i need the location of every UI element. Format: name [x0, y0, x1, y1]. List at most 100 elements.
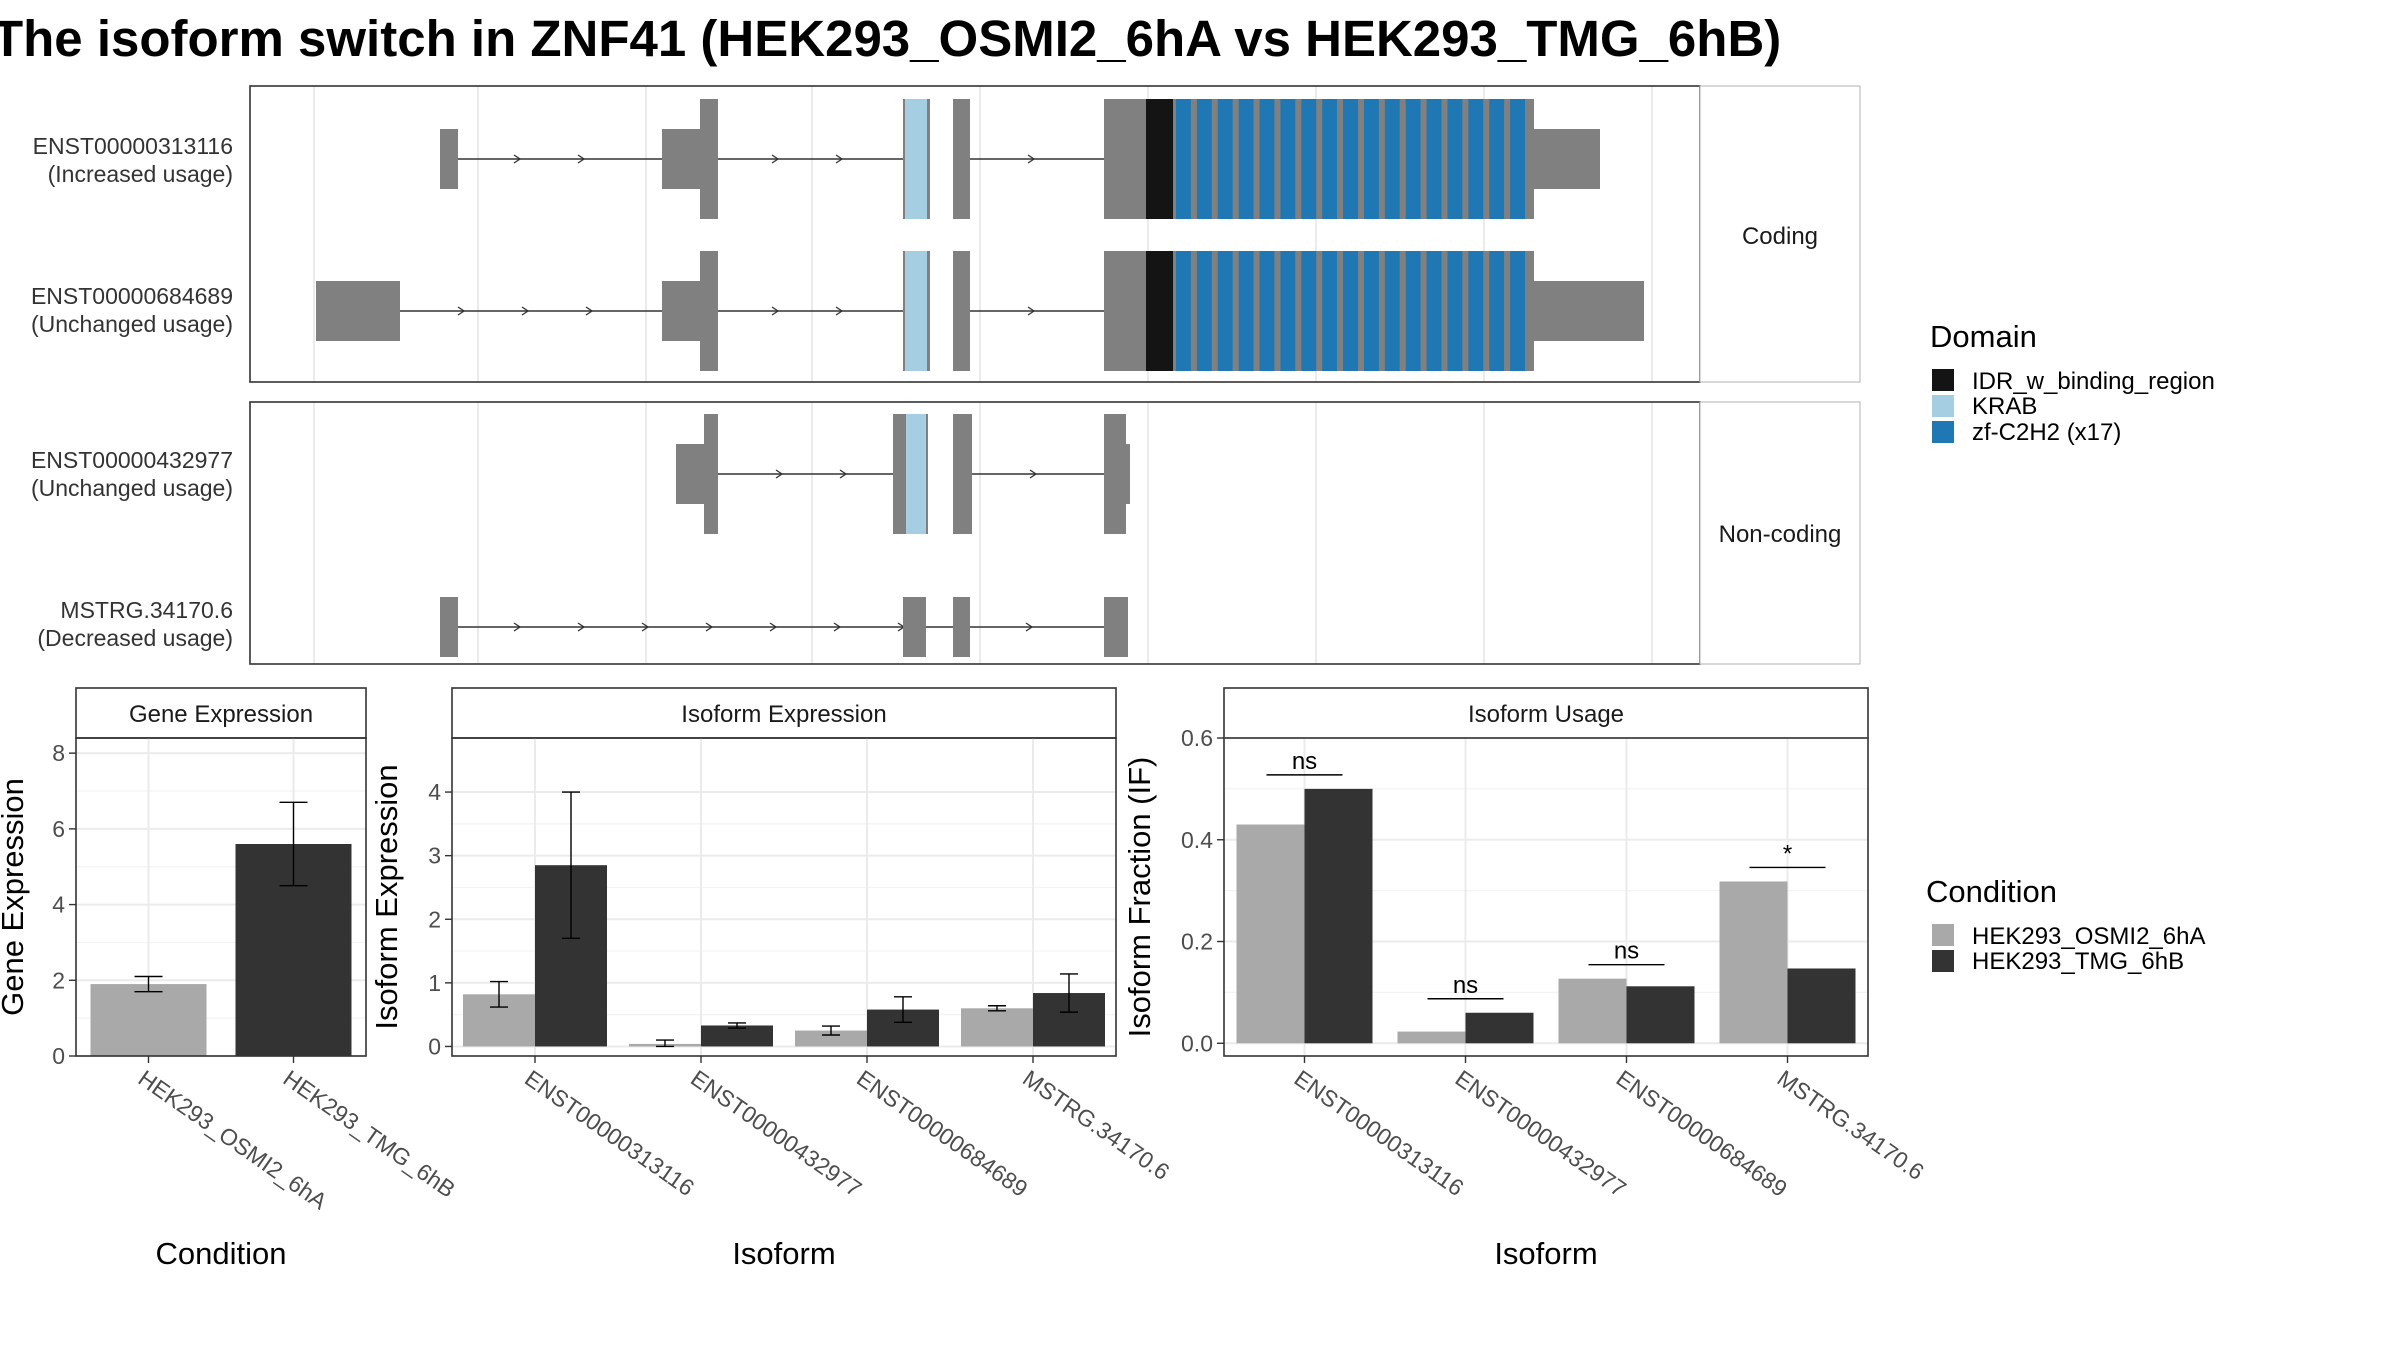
condition-legend-title: Condition: [1926, 874, 2057, 909]
panel-strip: [451, 687, 1117, 739]
zf-c2h2-domain: [1468, 251, 1484, 371]
legend-label-krab: KRAB: [1972, 393, 2037, 420]
legend-label-zf: zf-C2H2 (x17): [1972, 419, 2121, 446]
y-tick-label: 2: [52, 967, 65, 993]
zf-c2h2-domain: [1343, 251, 1358, 371]
legend-label-osmi2: HEK293_OSMI2_6hA: [1972, 923, 2205, 950]
utr-exon: [1534, 281, 1644, 341]
krab-domain: [906, 414, 926, 534]
condition-legend: Condition HEK293_OSMI2_6hA HEK293_TMG_6h…: [1926, 874, 2205, 975]
zf-c2h2-domain: [1426, 251, 1442, 371]
legend-swatch-osmi2: [1932, 924, 1954, 946]
zf-c2h2-domain: [1510, 99, 1525, 219]
utr-exon: [1126, 444, 1130, 504]
utr-exon: [440, 129, 458, 189]
bar-panel: Isoform Usage ns ns ns * 0.0 0.2 0.4 0.6 ENST0000…: [1122, 687, 1929, 1271]
x-tick-label: ENST00000432977: [686, 1065, 866, 1202]
krab-domain: [905, 251, 927, 371]
x-tick-label: MSTRG.34170.6: [1018, 1065, 1174, 1185]
zf-c2h2-domain: [1447, 99, 1463, 219]
y-tick-label: 0.2: [1181, 929, 1213, 955]
zf-c2h2-domain: [1384, 251, 1400, 371]
y-tick-label: 3: [428, 843, 441, 869]
utr-exon: [662, 129, 700, 189]
noncoding-strip: [1699, 401, 1861, 665]
zf-c2h2-domain: [1322, 99, 1338, 219]
y-tick-label: 8: [52, 740, 65, 766]
intron-arrow: [577, 622, 586, 632]
y-tick-label: 6: [52, 816, 65, 842]
zf-c2h2-domain: [1405, 99, 1421, 219]
intron-arrow: [577, 154, 586, 164]
zf-c2h2-domain: [1217, 99, 1233, 219]
bar-panel: Isoform Expression01234ENST00000313116EN…: [369, 687, 1174, 1271]
panel-border: [451, 737, 1117, 1057]
noncoding-facet: Non-coding ENST00000432977 (Unchanged us…: [31, 401, 1861, 665]
significance-label: ns: [1453, 972, 1478, 999]
krab-domain: [905, 99, 927, 219]
intron-arrow: [833, 622, 842, 632]
intron-arrow: [521, 306, 530, 316]
zf-c2h2-domain: [1217, 251, 1233, 371]
y-tick-label: 0.6: [1181, 725, 1213, 751]
intron-arrow: [457, 306, 466, 316]
transcript-structure-plot: Coding ENST00000313116 (Increased usage)…: [31, 85, 1861, 665]
coding-facet: Coding ENST00000313116 (Increased usage)…: [31, 85, 1861, 383]
exon: [700, 99, 718, 219]
zf-c2h2-domain: [1301, 99, 1317, 219]
zf-c2h2-domain: [1363, 251, 1379, 371]
zf-c2h2-domain: [1489, 251, 1505, 371]
panel-border: [1223, 737, 1869, 1057]
transcript-label-usage: (Unchanged usage): [31, 475, 233, 501]
x-axis-title: Isoform: [732, 1236, 835, 1271]
intron-arrow: [1027, 306, 1036, 316]
zf-c2h2-domain: [1384, 99, 1400, 219]
y-tick-label: 1: [428, 970, 441, 996]
transcript-label-id: MSTRG.34170.6: [60, 597, 233, 623]
transcript-label-id: ENST00000684689: [31, 283, 233, 309]
zf-c2h2-domain: [1196, 99, 1212, 219]
y-tick-label: 0.0: [1181, 1030, 1213, 1056]
exon: [953, 597, 970, 657]
y-tick-label: 4: [52, 892, 65, 918]
exon: [953, 251, 970, 371]
x-axis-title: Isoform: [1494, 1236, 1597, 1271]
intron-arrow: [1025, 622, 1034, 632]
utr-exon: [662, 281, 700, 341]
zf-c2h2-domain: [1363, 99, 1379, 219]
intron-arrow: [839, 469, 848, 479]
zf-c2h2-domain: [1322, 251, 1338, 371]
zf-c2h2-domain: [1238, 251, 1254, 371]
panel-border: [75, 737, 367, 1057]
zf-c2h2-domain: [1510, 251, 1525, 371]
zf-c2h2-domain: [1405, 251, 1421, 371]
transcript-label-usage: (Decreased usage): [37, 625, 233, 651]
y-axis-title: Gene Expression: [0, 778, 30, 1016]
intron-arrow: [1029, 469, 1038, 479]
zf-c2h2-domain: [1426, 99, 1442, 219]
exon: [440, 597, 458, 657]
y-axis-title: Isoform Fraction (IF): [1122, 757, 1157, 1038]
legend-swatch-tmg: [1932, 950, 1954, 972]
exon: [700, 251, 718, 371]
significance-label: ns: [1292, 748, 1317, 775]
bar: [795, 1030, 867, 1047]
bar: [1558, 978, 1627, 1044]
exon: [953, 414, 972, 534]
utr-exon: [676, 444, 704, 504]
bar: [1719, 881, 1788, 1044]
zf-c2h2-domain: [1447, 251, 1463, 371]
y-tick-label: 0: [52, 1043, 65, 1069]
zf-c2h2-domain: [1259, 99, 1275, 219]
bar: [1626, 986, 1695, 1044]
idr-domain: [1146, 99, 1173, 219]
x-axis-title: Condition: [156, 1236, 287, 1271]
y-axis-title: Isoform Expression: [369, 764, 404, 1029]
intron-arrow: [835, 154, 844, 164]
zf-c2h2-domain: [1238, 99, 1254, 219]
x-tick-label: ENST00000313116: [1290, 1065, 1469, 1201]
legend-swatch-krab: [1932, 395, 1954, 417]
bar-panels: Gene Expression02468HEK293_OSMI2_6hAHEK2…: [0, 687, 1929, 1271]
x-tick-label: ENST00000684689: [852, 1065, 1032, 1202]
